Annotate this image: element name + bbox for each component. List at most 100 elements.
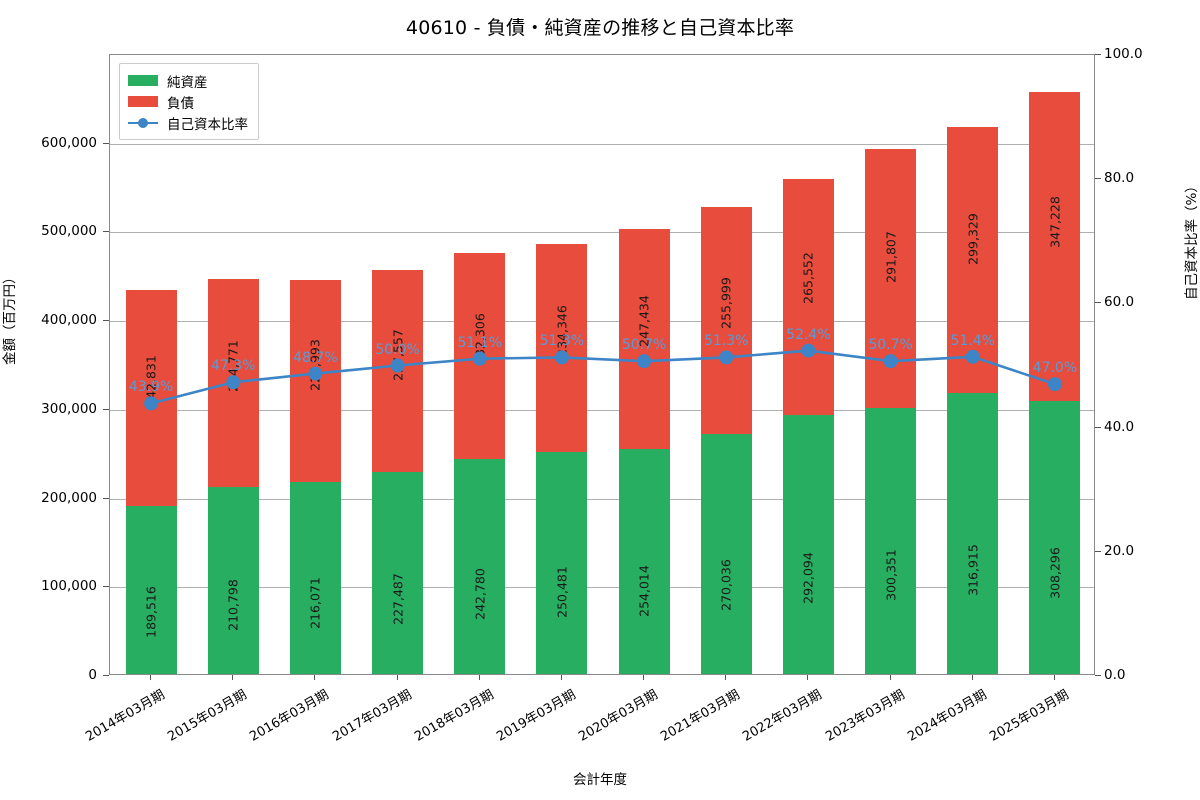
x-axis-tick-mark xyxy=(232,675,234,680)
bar-value-label-equity: 227,487 xyxy=(390,573,406,626)
gridline xyxy=(110,143,1094,145)
bar-segment-liability[interactable]: 234,346 xyxy=(536,243,588,452)
y-axis-left-tick-label: 400,000 xyxy=(41,312,97,329)
y-axis-right-tick-mark xyxy=(1095,426,1101,428)
bar-value-label-equity: 250,481 xyxy=(554,565,570,618)
x-axis-tick-label: 2020年03月期 xyxy=(576,687,661,745)
y-axis-right-tick-mark xyxy=(1095,54,1101,55)
y-axis-left-tick-mark xyxy=(103,320,109,322)
bar-segment-equity[interactable]: 308,296 xyxy=(1029,400,1081,674)
legend-swatch-ratio xyxy=(128,117,158,129)
x-axis-label: 会計年度 xyxy=(573,772,627,788)
ratio-value-label: 50.7% xyxy=(621,337,667,354)
bar-value-label-equity: 270,036 xyxy=(718,559,734,612)
x-axis-tick-mark xyxy=(971,675,973,680)
bar-segment-equity[interactable]: 316,915 xyxy=(947,392,999,674)
bar-group[interactable]: 316,915 299,329 xyxy=(947,127,999,674)
x-axis-tick-label: 2017年03月期 xyxy=(329,687,415,745)
legend-swatch-liability xyxy=(128,96,158,107)
ratio-value-label: 47.0% xyxy=(1032,360,1078,377)
bar-segment-equity[interactable]: 189,516 xyxy=(125,505,177,674)
y-axis-left-tick-label: 200,000 xyxy=(41,489,97,506)
x-axis-tick-label: 2022年03月期 xyxy=(740,687,825,745)
y-axis-right-tick-label: 0.0 xyxy=(1104,667,1126,683)
bar-segment-equity[interactable]: 210,798 xyxy=(207,487,259,674)
bar-segment-equity[interactable]: 292,094 xyxy=(782,414,834,674)
bar-value-label-equity: 254,014 xyxy=(636,564,652,617)
bar-group[interactable]: 300,351 291,807 xyxy=(865,148,917,674)
bar-group[interactable]: 308,296 347,228 xyxy=(1029,92,1081,674)
bar-segment-liability[interactable]: 291,807 xyxy=(865,148,917,408)
y-axis-left-tick-label: 600,000 xyxy=(41,134,97,151)
legend-item-liability: 負債 xyxy=(128,91,248,112)
bar-segment-equity[interactable]: 250,481 xyxy=(536,451,588,674)
x-axis-tick-mark xyxy=(560,675,562,680)
y-axis-right-tick-mark xyxy=(1095,178,1101,180)
x-axis-tick-label: 2016年03月期 xyxy=(247,687,332,745)
bar-segment-liability[interactable]: 255,999 xyxy=(700,207,752,435)
ratio-markers xyxy=(144,343,1062,411)
ratio-value-label: 50.7% xyxy=(868,337,913,354)
bar-group[interactable]: 189,516 242,831 xyxy=(125,290,177,674)
ratio-value-label: 43.9% xyxy=(128,379,174,396)
bar-segment-liability[interactable]: 242,831 xyxy=(125,290,177,506)
bar-group[interactable]: 292,094 265,552 xyxy=(782,179,834,674)
bar-value-label-liability: 265,552 xyxy=(800,252,816,305)
gridline xyxy=(110,498,1094,500)
bar-segment-equity[interactable]: 270,036 xyxy=(700,434,752,674)
bar-group[interactable]: 254,014 247,434 xyxy=(618,229,670,674)
y-axis-right-tick-mark xyxy=(1095,550,1101,552)
bar-segment-liability[interactable]: 299,329 xyxy=(947,127,999,393)
legend-label-equity: 純資産 xyxy=(167,74,208,91)
bar-segment-liability[interactable]: 234,771 xyxy=(207,278,259,487)
x-axis-tick-mark xyxy=(314,675,316,680)
bar-value-label-liability: 299,329 xyxy=(965,212,981,265)
bar-segment-liability[interactable]: 347,228 xyxy=(1029,92,1081,401)
y-axis-left-tick-mark xyxy=(103,586,109,588)
ratio-value-label: 51.1% xyxy=(457,334,502,351)
bar-group[interactable]: 250,481 234,346 xyxy=(536,243,588,674)
y-axis-left-tick-mark xyxy=(103,231,109,233)
bar-group[interactable]: 210,798 234,771 xyxy=(207,278,259,674)
ratio-value-label: 52.4% xyxy=(786,326,831,343)
bar-segment-liability[interactable]: 247,434 xyxy=(618,229,670,449)
bar-group[interactable]: 216,071 227,993 xyxy=(289,280,341,674)
x-axis-tick-mark xyxy=(807,675,809,680)
y-axis-right-tick-mark xyxy=(1095,302,1101,304)
bar-segment-equity[interactable]: 216,071 xyxy=(289,482,341,674)
bar-segment-liability[interactable]: 232,306 xyxy=(454,252,506,459)
y-axis-right-tick-label: 60.0 xyxy=(1104,294,1135,311)
ratio-value-label: 47.3% xyxy=(211,358,256,375)
bar-segment-equity[interactable]: 227,487 xyxy=(372,472,424,674)
x-axis-tick-mark xyxy=(396,675,398,680)
plot-area: 189,516 242,831 210,798 234,771 216,071 227,9… xyxy=(109,54,1095,675)
bar-value-label-liability: 291,807 xyxy=(883,231,899,284)
x-axis-tick-mark xyxy=(478,675,480,680)
chart-legend: 純資産 負債 自己資本比率 xyxy=(119,63,259,140)
y-axis-left-tick-mark xyxy=(103,675,109,676)
y-axis-left-tick-mark xyxy=(103,142,109,144)
bar-value-label-equity: 308,296 xyxy=(1047,546,1063,599)
bar-segment-equity[interactable]: 242,780 xyxy=(454,458,506,674)
y-axis-right-tick-mark xyxy=(1095,675,1101,676)
ratio-value-label: 51.3% xyxy=(704,333,749,350)
y-axis-right-tick-label: 80.0 xyxy=(1104,170,1135,187)
y-axis-left-tick-label: 100,000 xyxy=(41,578,97,595)
bar-segment-liability[interactable]: 227,993 xyxy=(289,280,341,483)
bar-group[interactable]: 242,780 232,306 xyxy=(454,252,506,674)
bar-segment-liability[interactable]: 227,557 xyxy=(372,270,424,473)
ratio-value-label: 51.3% xyxy=(539,333,585,350)
x-axis-tick-label: 2025年03月期 xyxy=(987,687,1072,745)
bar-segment-equity[interactable]: 300,351 xyxy=(865,407,917,674)
y-axis-right-tick-label: 20.0 xyxy=(1104,542,1135,559)
x-axis-tick-label: 2023年03月期 xyxy=(822,687,908,745)
bar-value-label-equity: 316,915 xyxy=(965,544,981,596)
y-axis-right-label: 自己資本比率（%） xyxy=(1184,179,1200,300)
legend-label-ratio: 自己資本比率 xyxy=(167,116,248,133)
bar-segment-liability[interactable]: 265,552 xyxy=(782,179,834,415)
bar-segment-equity[interactable]: 254,014 xyxy=(618,448,670,674)
bar-group[interactable]: 270,036 255,999 xyxy=(700,207,752,674)
bar-group[interactable]: 227,487 227,557 xyxy=(372,270,424,674)
x-axis-tick-label: 2021年03月期 xyxy=(658,687,743,745)
